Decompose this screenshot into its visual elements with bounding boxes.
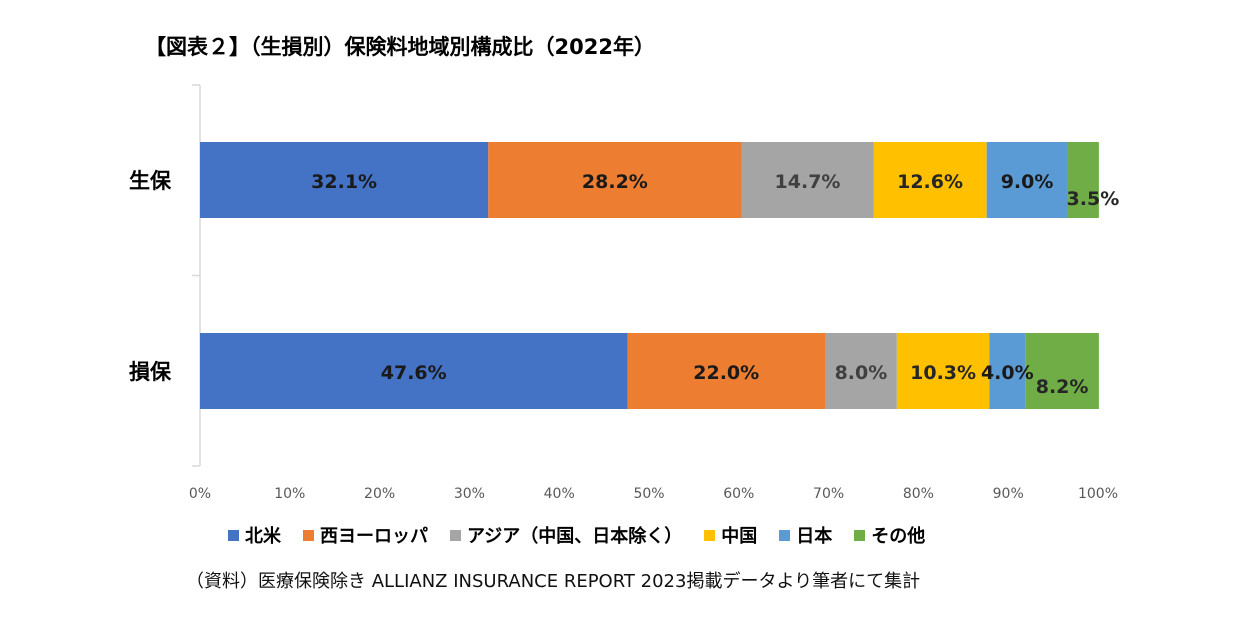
- bar-segment: [986, 142, 1068, 218]
- legend-item: 西ヨーロッパ: [303, 522, 428, 548]
- data-label: 8.2%: [1036, 376, 1089, 398]
- bar-segment: [1067, 142, 1099, 218]
- data-label: 47.6%: [381, 362, 447, 384]
- legend-label: 日本: [796, 526, 833, 547]
- category-label: 生保: [129, 169, 172, 193]
- legend-label: その他: [871, 526, 926, 547]
- legend-label: 西ヨーロッパ: [320, 526, 428, 547]
- bar-segment: [1025, 333, 1099, 409]
- legend: 北米 西ヨーロッパ アジア（中国、日本除く） 中国 日本 その他: [228, 522, 947, 548]
- legend-label: 中国: [721, 526, 758, 547]
- data-label: 10.3%: [910, 362, 976, 384]
- data-label: 9.0%: [1001, 171, 1054, 193]
- data-label: 22.0%: [693, 362, 759, 384]
- bar-segment: [627, 333, 826, 409]
- bar-segment: [989, 333, 1026, 409]
- legend-item: 中国: [704, 522, 757, 548]
- data-label: 12.6%: [897, 171, 963, 193]
- chart-title: 【図表２】（生損別）保険料地域別構成比（2022年）: [145, 35, 655, 59]
- bar-segment: [200, 333, 628, 409]
- legend-item: アジア（中国、日本除く）: [450, 522, 682, 548]
- source-note: （資料）医療保険除き ALLIANZ INSURANCE REPORT 2023…: [186, 571, 921, 592]
- legend-swatch: [779, 529, 791, 541]
- data-label: 8.0%: [835, 362, 888, 384]
- bar-segment: [896, 333, 990, 409]
- data-label: 14.7%: [775, 171, 841, 193]
- data-label: 32.1%: [311, 171, 377, 193]
- legend-label: 北米: [245, 526, 281, 547]
- bar-segment: [488, 142, 742, 218]
- legend-swatch: [704, 529, 716, 541]
- x-tick-label: 40%: [544, 486, 575, 502]
- legend-swatch: [228, 529, 239, 541]
- data-label: 28.2%: [582, 171, 648, 193]
- legend-item: 日本: [779, 522, 832, 548]
- x-tick-label: 50%: [633, 486, 664, 502]
- x-tick-label: 60%: [723, 486, 754, 502]
- legend-swatch: [854, 529, 866, 541]
- legend-label: アジア（中国、日本除く）: [467, 526, 683, 547]
- x-tick-label: 0%: [189, 486, 211, 502]
- bar-segment: [200, 142, 489, 218]
- x-tick-label: 10%: [274, 486, 305, 502]
- x-tick-label: 30%: [454, 486, 485, 502]
- x-tick-label: 100%: [1078, 486, 1118, 502]
- x-tick-label: 70%: [813, 486, 844, 502]
- bar-segment: [825, 333, 897, 409]
- legend-item: その他: [854, 522, 925, 548]
- legend-swatch: [450, 529, 461, 541]
- category-label: 損保: [129, 360, 172, 384]
- x-tick-label: 20%: [364, 486, 395, 502]
- x-tick-label: 90%: [993, 486, 1024, 502]
- legend-item: 北米: [228, 522, 281, 548]
- data-label: 4.0%: [981, 362, 1034, 384]
- x-tick-label: 80%: [903, 486, 934, 502]
- bar-segment: [873, 142, 987, 218]
- legend-swatch: [303, 529, 314, 541]
- bar-segment: [741, 142, 874, 218]
- data-label: 3.5%: [1067, 188, 1120, 210]
